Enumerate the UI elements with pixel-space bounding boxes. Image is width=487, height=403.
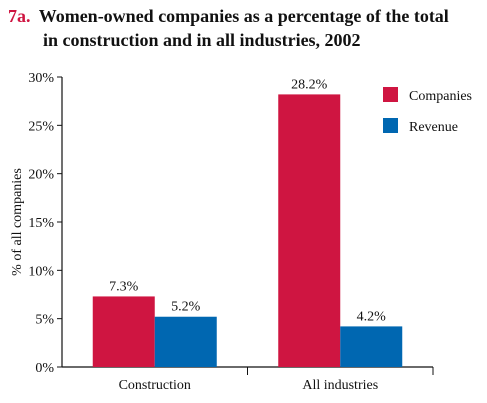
- legend-swatch-companies: [383, 87, 398, 102]
- bar-companies: [278, 94, 341, 368]
- chart-title-prefix: 7a.: [8, 6, 31, 26]
- legend-label-revenue: Revenue: [409, 120, 458, 135]
- bar-companies: [92, 296, 155, 367]
- chart-title-line-2: in construction and in all industries, 2…: [43, 30, 361, 50]
- bar-revenue: [154, 316, 217, 367]
- chart-title-line-1: 7a. Women-owned companies as a percentag…: [8, 6, 449, 26]
- x-category-label: All industries: [302, 378, 378, 393]
- legend-swatch-revenue: [383, 118, 398, 133]
- legend: Companies Revenue: [383, 87, 472, 135]
- data-label: 28.2%: [291, 77, 328, 92]
- y-tick-label: 30%: [28, 71, 54, 86]
- plot-area: 0% 5% 10% 15% 20% 25% 30% Construction 7.3% 5.2% A…: [10, 71, 434, 393]
- legend-label-companies: Companies: [409, 89, 472, 104]
- chart-title-text-1: Women-owned companies as a percentage of…: [39, 6, 449, 26]
- y-axis-label: % of all companies: [10, 168, 25, 276]
- y-tick-label: 0%: [35, 361, 54, 376]
- y-tick-label: 10%: [28, 264, 54, 279]
- bar-revenue: [340, 326, 403, 367]
- y-tick-label: 20%: [28, 168, 54, 183]
- x-category-label: Construction: [119, 378, 191, 393]
- y-tick-label: 15%: [28, 216, 54, 231]
- data-label: 7.3%: [109, 279, 139, 294]
- y-tick-label: 5%: [35, 313, 54, 328]
- y-tick-label: 25%: [28, 119, 54, 134]
- data-label: 5.2%: [171, 300, 201, 315]
- data-label: 4.2%: [357, 309, 387, 324]
